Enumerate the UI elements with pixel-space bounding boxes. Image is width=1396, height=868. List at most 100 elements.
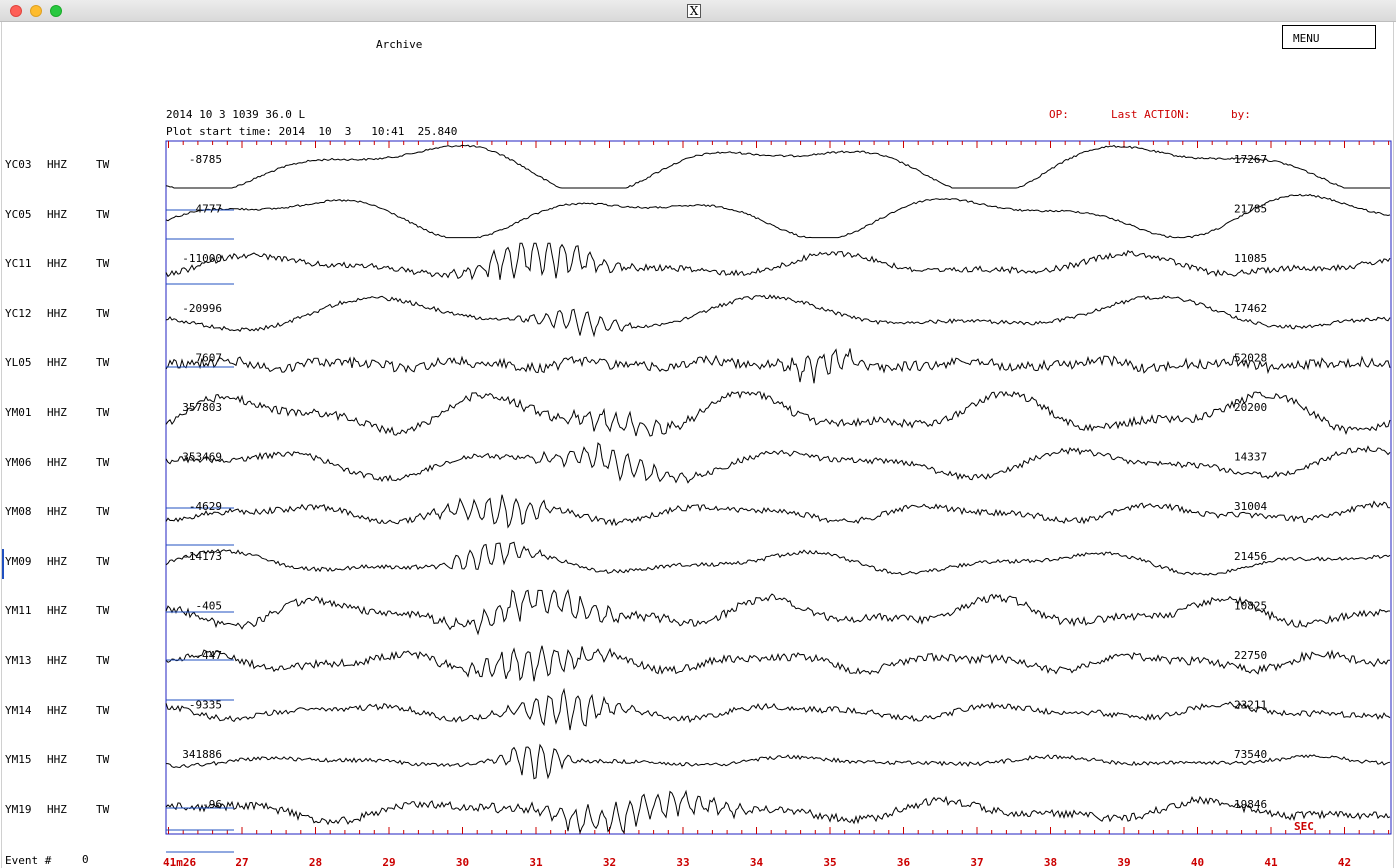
trace-max-amplitude: 19846 — [1234, 798, 1267, 811]
axis-second-label: 34 — [750, 856, 764, 868]
trace-channel-label: HHZ — [47, 406, 67, 419]
trace-channel-label: HHZ — [47, 455, 67, 469]
waveform-YM11[interactable] — [165, 588, 1390, 636]
trace-min-amplitude: -4629 — [189, 500, 222, 513]
trace-channel-label: HHZ — [47, 356, 67, 370]
waveform-YC12[interactable] — [165, 294, 1391, 338]
last-action-label: Last ACTION: — [1111, 108, 1191, 121]
trace-network-label: TW — [96, 257, 110, 271]
trace-channel-label: HHZ — [47, 654, 67, 667]
trace-min-amplitude: -20996 — [182, 302, 222, 315]
trace-network-label: TW — [96, 703, 110, 717]
close-window-button[interactable] — [10, 5, 22, 17]
trace-min-amplitude: -405 — [196, 599, 223, 612]
trace-max-amplitude: 17462 — [1234, 302, 1267, 315]
window-titlebar: X — [0, 0, 1396, 22]
axis-second-label: 30 — [456, 856, 469, 868]
trace-min-amplitude: 341886 — [182, 748, 222, 761]
trace-max-amplitude: 31004 — [1234, 500, 1267, 513]
trace-station-label: YM15 — [5, 753, 32, 767]
plot-frame — [165, 140, 1392, 835]
trace-station-label: YM13 — [5, 654, 32, 667]
trace-station-label: YC12 — [5, 306, 32, 320]
trace-max-amplitude: 10825 — [1234, 599, 1267, 612]
trace-station-label: YM06 — [5, 455, 32, 469]
maximize-window-button[interactable] — [50, 5, 62, 17]
trace-min-amplitude: 4777 — [196, 203, 223, 216]
trace-station-label: YM19 — [5, 802, 32, 816]
trace-min-amplitude: -14173 — [182, 550, 222, 563]
trace-station-label: YC11 — [5, 257, 32, 271]
pick-markers — [166, 209, 234, 853]
trace-channel-label: HHZ — [47, 306, 67, 320]
op-label: OP: — [1049, 108, 1069, 121]
event-number-value: 0 — [82, 853, 89, 866]
trace-max-amplitude: 21456 — [1234, 550, 1267, 563]
trace-network-label: TW — [96, 753, 110, 767]
trace-min-amplitude: -9335 — [189, 699, 222, 712]
trace-station-label: YM01 — [5, 406, 32, 419]
axis-second-label: 28 — [309, 856, 322, 868]
trace-network-label: TW — [96, 654, 110, 667]
trace-min-amplitude: -8785 — [189, 153, 222, 166]
trace-max-amplitude: 23211 — [1234, 699, 1267, 712]
waveform-YM19[interactable] — [165, 789, 1391, 835]
axis-second-label: 36 — [897, 856, 911, 868]
trace-max-amplitude: 52028 — [1234, 351, 1267, 364]
trace-min-amplitude: 357803 — [182, 401, 222, 414]
event-origin-line: 2014 10 3 1039 36.0 L — [166, 108, 306, 121]
axis-second-label: 35 — [823, 856, 836, 868]
waveform-YC03[interactable] — [165, 144, 1390, 189]
trace-network-label: TW — [96, 306, 110, 320]
axis-second-label: 37 — [970, 856, 983, 868]
minimize-window-button[interactable] — [30, 5, 42, 17]
trace-channel-label: HHZ — [47, 753, 67, 767]
waveform-YC05[interactable] — [165, 193, 1391, 239]
trace-station-label: YM14 — [5, 703, 32, 717]
axis-second-label: 38 — [1044, 856, 1057, 868]
trace-channel-label: HHZ — [47, 257, 67, 271]
axis-second-label: 33 — [676, 856, 689, 868]
trace-station-label: YC05 — [5, 207, 32, 221]
trace-network-label: TW — [96, 455, 110, 469]
waveform-traces — [165, 144, 1391, 835]
trace-channel-label: HHZ — [47, 207, 67, 221]
menu-button[interactable]: MENU — [1282, 25, 1376, 49]
waveform-YM14[interactable] — [165, 687, 1391, 731]
trace-channel-label: HHZ — [47, 703, 67, 717]
trace-network-label: TW — [96, 604, 110, 618]
waveform-YM09[interactable] — [165, 541, 1391, 576]
axis-start-label: 41m26 — [163, 856, 196, 868]
waveform-YL05[interactable] — [165, 348, 1391, 384]
seismogram-viewer: Archive MENU 2014 10 3 1039 36.0 L Plot … — [1, 22, 1394, 868]
trace-min-amplitude: -96 — [202, 798, 222, 811]
trace-max-amplitude: 20200 — [1234, 401, 1267, 414]
trace-min-amplitude: -11000 — [182, 252, 222, 265]
trace-station-label: YM09 — [5, 554, 32, 568]
axis-second-label: 42 — [1338, 856, 1351, 868]
trace-network-label: TW — [96, 207, 110, 221]
waveform-YM06[interactable] — [165, 442, 1391, 484]
waveform-YC11[interactable] — [165, 242, 1391, 281]
trace-channel-label: HHZ — [47, 604, 67, 618]
trace-channel-label: HHZ — [47, 554, 67, 568]
event-number-label: Event # — [5, 854, 52, 867]
waveform-YM13[interactable] — [165, 645, 1390, 682]
trace-network-label: TW — [96, 158, 110, 171]
trace-max-amplitude: 21785 — [1234, 203, 1267, 216]
time-ticks — [168, 141, 1390, 834]
waveform-YM01[interactable] — [165, 391, 1391, 437]
trace-network-label: TW — [96, 356, 110, 370]
axis-second-label: 31 — [529, 856, 543, 868]
axis-second-label: 41 — [1264, 856, 1278, 868]
trace-max-amplitude: 73540 — [1234, 748, 1267, 761]
trace-min-amplitude: 353469 — [182, 451, 222, 464]
axis-second-label: 39 — [1117, 856, 1130, 868]
by-label: by: — [1231, 108, 1251, 121]
waveform-YM08[interactable] — [165, 494, 1391, 529]
trace-network-label: TW — [96, 802, 110, 816]
axis-unit-label: SEC — [1294, 820, 1314, 833]
trace-station-label: YL05 — [5, 356, 32, 370]
waveform-YM15[interactable] — [166, 743, 1391, 780]
